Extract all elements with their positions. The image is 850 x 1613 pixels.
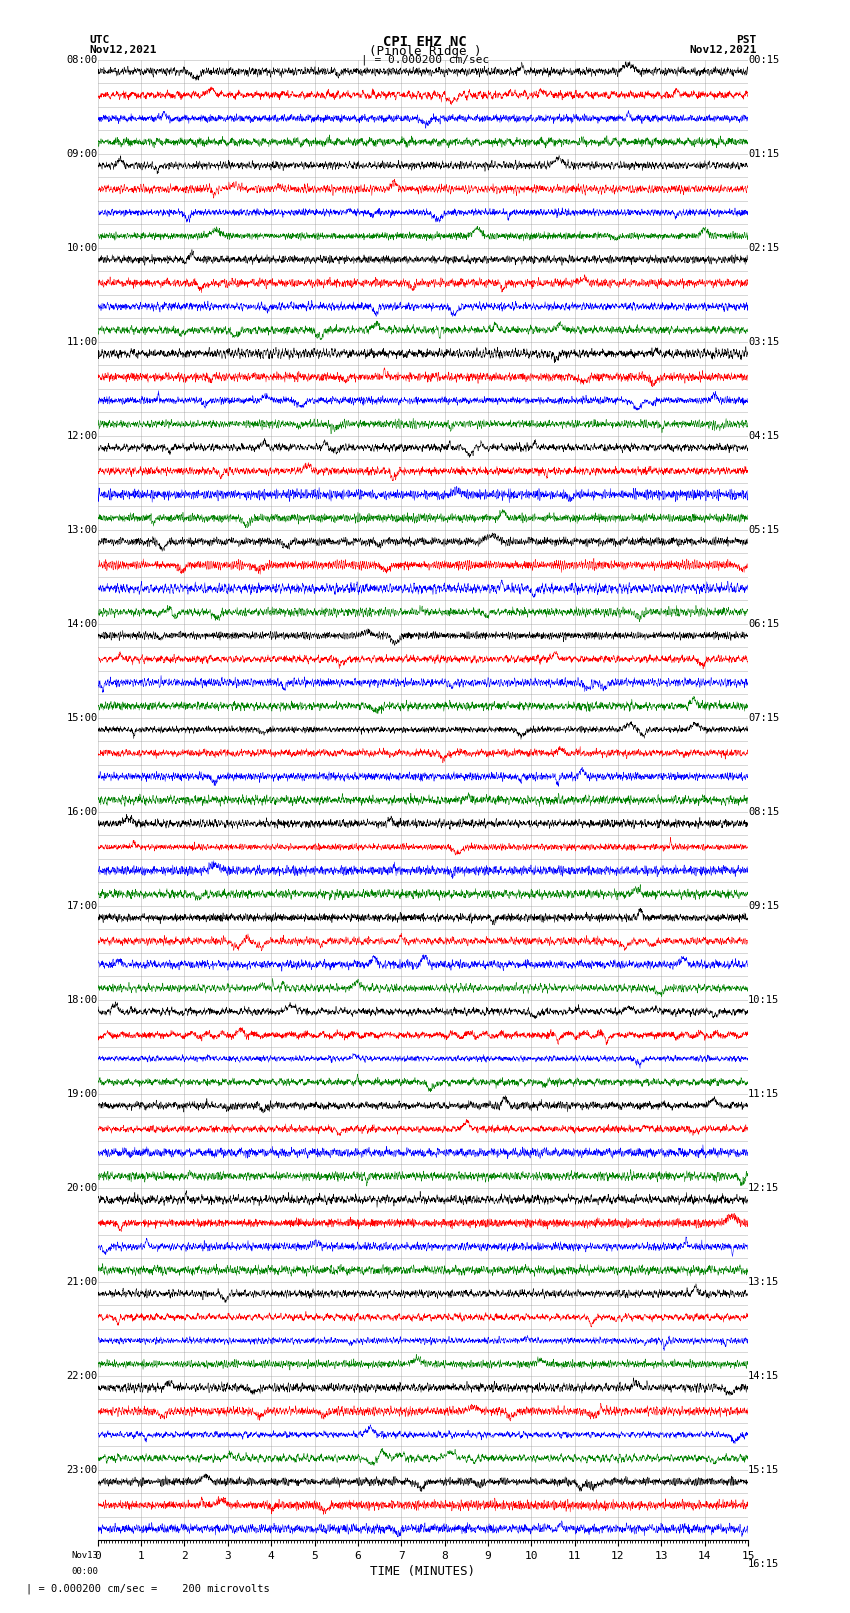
Text: 17:00: 17:00 [66,900,98,911]
Text: 10:15: 10:15 [748,995,779,1005]
Text: | = 0.000200 cm/sec: | = 0.000200 cm/sec [361,55,489,66]
Text: 02:15: 02:15 [748,242,779,253]
Text: 16:00: 16:00 [66,806,98,816]
Text: 22:00: 22:00 [66,1371,98,1381]
Text: 16:15: 16:15 [748,1558,779,1569]
Text: 12:00: 12:00 [66,431,98,440]
Text: 15:00: 15:00 [66,713,98,723]
Text: 23:00: 23:00 [66,1465,98,1474]
Text: 13:15: 13:15 [748,1277,779,1287]
Text: 05:15: 05:15 [748,524,779,536]
Text: Nov12,2021: Nov12,2021 [689,45,756,55]
Text: (Pinole Ridge ): (Pinole Ridge ) [369,45,481,58]
Text: 04:15: 04:15 [748,431,779,440]
Text: 10:00: 10:00 [66,242,98,253]
Text: 11:15: 11:15 [748,1089,779,1098]
Text: 12:15: 12:15 [748,1182,779,1194]
Text: | = 0.000200 cm/sec =    200 microvolts: | = 0.000200 cm/sec = 200 microvolts [26,1582,269,1594]
Text: 09:00: 09:00 [66,148,98,158]
Text: CPI EHZ NC: CPI EHZ NC [383,35,467,50]
Text: Nov12,2021: Nov12,2021 [89,45,156,55]
Text: 03:15: 03:15 [748,337,779,347]
Text: 06:15: 06:15 [748,619,779,629]
X-axis label: TIME (MINUTES): TIME (MINUTES) [371,1565,475,1578]
Text: 14:00: 14:00 [66,619,98,629]
Text: PST: PST [736,35,756,45]
Text: 15:15: 15:15 [748,1465,779,1474]
Text: 07:15: 07:15 [748,713,779,723]
Text: Nov13: Nov13 [71,1552,98,1560]
Text: 18:00: 18:00 [66,995,98,1005]
Text: UTC: UTC [89,35,110,45]
Text: 09:15: 09:15 [748,900,779,911]
Text: 01:15: 01:15 [748,148,779,158]
Text: 20:00: 20:00 [66,1182,98,1194]
Text: 00:15: 00:15 [748,55,779,65]
Text: 14:15: 14:15 [748,1371,779,1381]
Text: 21:00: 21:00 [66,1277,98,1287]
Text: 13:00: 13:00 [66,524,98,536]
Text: 00:00: 00:00 [71,1568,98,1576]
Text: 08:15: 08:15 [748,806,779,816]
Text: 11:00: 11:00 [66,337,98,347]
Text: 19:00: 19:00 [66,1089,98,1098]
Text: 08:00: 08:00 [66,55,98,65]
